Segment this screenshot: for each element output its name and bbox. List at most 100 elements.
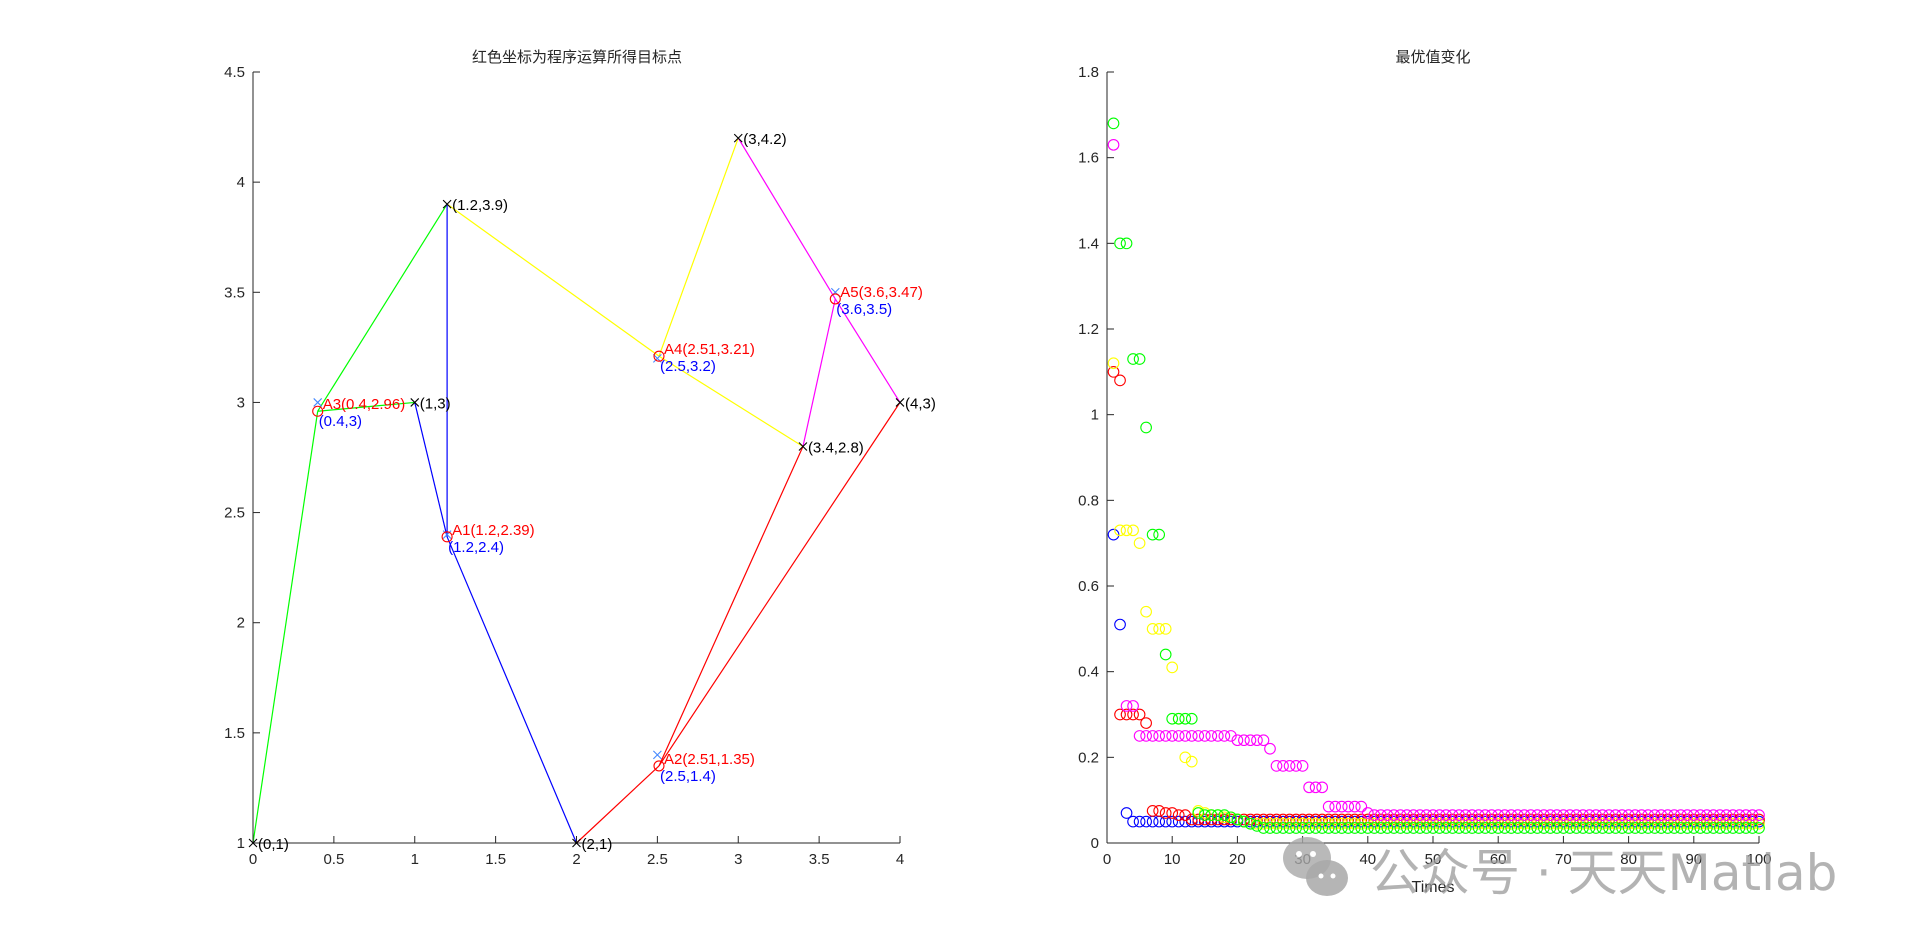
x-axis-label: Times <box>1412 879 1455 896</box>
scatter-point <box>1655 815 1668 828</box>
scatter-point <box>1466 813 1478 826</box>
scatter-point <box>1322 815 1335 828</box>
scatter-point <box>1753 817 1765 830</box>
scatter-point <box>1466 817 1478 830</box>
axes: 0 0.5 1 1.5 2 2.5 3 3.5 4 1 1.5 2 2.5 3 3.5 4 4.5 <box>224 64 904 868</box>
scatter-point <box>1355 800 1368 813</box>
scatter-point <box>1309 781 1322 794</box>
scatter-point <box>1596 813 1609 826</box>
scatter-point <box>1140 421 1152 434</box>
scatter-point <box>1577 813 1589 826</box>
scatter-point <box>1133 730 1146 742</box>
scatter-point <box>1707 809 1720 822</box>
scatter-point <box>1361 813 1374 826</box>
scatter-point <box>1492 813 1505 826</box>
scatter-point <box>1159 648 1172 661</box>
scatter-point <box>1225 811 1237 824</box>
scatter-point <box>1166 730 1179 742</box>
scatter-point <box>1342 800 1355 813</box>
x-tick-label: 4 <box>896 851 904 868</box>
scatter-point <box>1492 815 1505 828</box>
scatter-point <box>1440 817 1452 830</box>
scatter-point <box>1290 813 1302 826</box>
scatter-point <box>1603 815 1615 828</box>
fixed-point-label: (3,4.2) <box>743 131 786 148</box>
scatter-point <box>1505 817 1518 830</box>
scatter-point <box>1746 817 1759 830</box>
route-segment <box>252 411 319 844</box>
y-tick-label: 0.4 <box>1078 664 1099 681</box>
x-tick-label: 20 <box>1229 851 1246 868</box>
true-point-label: (2.5,3.2) <box>660 358 716 375</box>
scatter-point <box>1603 809 1615 822</box>
scatter-point <box>1127 524 1139 537</box>
scatter-point <box>1114 618 1126 631</box>
x-tick-label: 0.5 <box>323 851 344 868</box>
scatter-point <box>1498 815 1511 828</box>
scatter-point <box>1551 817 1563 830</box>
scatter-point <box>1485 815 1498 828</box>
scatter-point <box>1335 822 1348 834</box>
scatter-point <box>1179 730 1192 742</box>
scatter-point <box>1714 809 1726 822</box>
scatter-point <box>1537 822 1550 834</box>
y-tick-label: 2 <box>237 615 245 632</box>
scatter-point <box>1133 537 1146 550</box>
scatter-point <box>1133 815 1146 828</box>
scatter-point <box>1257 817 1270 830</box>
x-marker-icon <box>442 199 452 209</box>
scatter-point <box>1720 809 1733 822</box>
scatter-point <box>1570 815 1583 828</box>
scatter-point <box>1753 809 1765 822</box>
scatter-point <box>1146 622 1159 635</box>
y-tick-label: 4.5 <box>224 64 245 81</box>
scatter-point <box>1153 622 1166 635</box>
scatter-point <box>1629 817 1641 830</box>
scatter-point <box>1107 357 1120 370</box>
scatter-point <box>1270 760 1283 772</box>
scatter-point <box>1277 813 1289 826</box>
route-segment <box>658 355 804 447</box>
x-tick-label: 10 <box>1164 851 1181 868</box>
scatter-point <box>1466 822 1478 834</box>
scatter-point <box>1733 817 1746 830</box>
fixed-point-label: (1.2,3.9) <box>452 197 508 214</box>
scatter-point <box>1368 817 1381 830</box>
scatter-point <box>1564 813 1576 826</box>
watermark: 公众号 · 天天Matlab <box>1283 837 1837 902</box>
scatter-point <box>1524 817 1537 830</box>
scatter-point <box>1590 809 1602 822</box>
scatter-point <box>1407 809 1420 822</box>
scatter-point <box>1277 815 1289 828</box>
scatter-point <box>1348 822 1361 834</box>
scatter-point <box>1687 822 1700 834</box>
data-points: (0,1) (1,3) (1.2,3.9) (2,1) (3,4.2) (3.4,2.8)… <box>248 131 936 853</box>
scatter-point <box>1518 822 1531 834</box>
scatter-point <box>1388 815 1400 828</box>
y-tick-label: 1.2 <box>1078 321 1099 338</box>
scatter-point <box>1564 822 1576 834</box>
scatter-point <box>1674 815 1687 828</box>
scatter-point <box>1309 815 1322 828</box>
scatter-point <box>1505 815 1518 828</box>
scatter-point <box>1427 822 1439 834</box>
scatter-point <box>1616 813 1628 826</box>
scatter-point <box>1479 813 1492 826</box>
scatter-point <box>1459 817 1472 830</box>
scatter-point <box>1707 822 1720 834</box>
y-tick-label: 1.6 <box>1078 150 1099 167</box>
scatter-point <box>1511 815 1524 828</box>
scatter-point <box>1453 817 1465 830</box>
scatter-point <box>1407 822 1420 834</box>
scatter-point <box>1511 813 1524 826</box>
scatter-point <box>1642 809 1655 822</box>
scatter-point <box>1146 815 1159 828</box>
scatter-point <box>1629 809 1641 822</box>
scatter-point <box>1231 734 1244 747</box>
x-marker-icon <box>733 133 743 143</box>
scatter-point <box>1159 807 1172 819</box>
scatter-point <box>1420 817 1433 830</box>
scatter-point <box>1322 800 1335 813</box>
scatter-point <box>1544 817 1557 830</box>
scatter-point <box>1296 817 1309 830</box>
